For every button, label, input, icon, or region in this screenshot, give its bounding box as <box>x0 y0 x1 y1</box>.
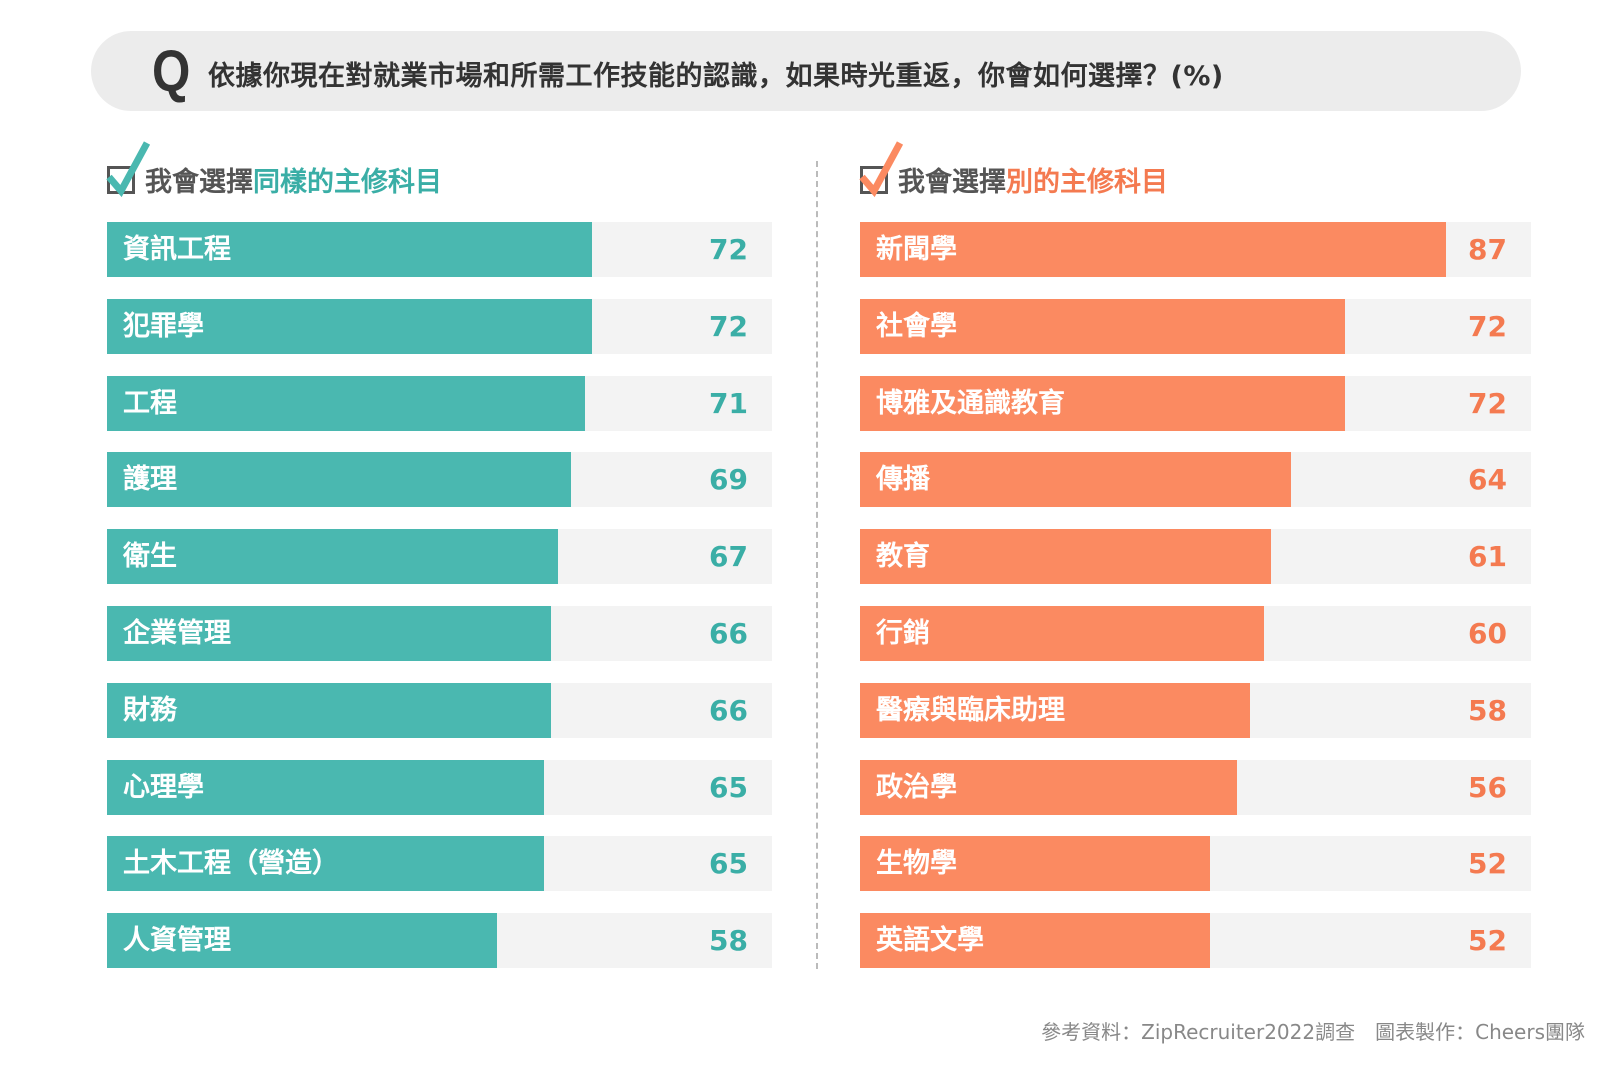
value-label: 87 <box>1468 233 1507 266</box>
value-label: 61 <box>1468 540 1507 574</box>
bar-track: 社會學 72 <box>860 298 1531 354</box>
bar-label: 人資管理 <box>123 925 231 957</box>
bar-label: 土木工程（營造） <box>123 848 339 880</box>
bar <box>860 759 1237 815</box>
bar-label: 生物學 <box>876 848 957 880</box>
bar-track: 土木工程（營造） 65 <box>107 836 772 892</box>
bar-track: 博雅及通識教育 72 <box>860 375 1531 431</box>
value-label: 66 <box>709 617 748 650</box>
bar <box>107 759 545 815</box>
bar <box>107 836 545 892</box>
bar-track: 新聞學 87 <box>860 222 1531 277</box>
bar-track: 生物學 52 <box>860 836 1531 892</box>
value-label: 56 <box>1468 770 1507 804</box>
bar-label: 犯罪學 <box>123 310 204 342</box>
bar-track: 英語文學 52 <box>860 913 1531 969</box>
value-label: 52 <box>1468 924 1507 958</box>
bar-label: 新聞學 <box>876 234 957 265</box>
bar <box>860 452 1291 508</box>
bar-track: 企業管理 66 <box>107 606 772 661</box>
bar <box>860 375 1345 431</box>
bar <box>860 606 1264 661</box>
bar-label: 心理學 <box>123 771 204 803</box>
right-heading: 我會選擇 別的主修科目 <box>859 140 1168 199</box>
bar-track: 護理 69 <box>107 452 772 508</box>
bar <box>860 913 1210 969</box>
value-label: 69 <box>709 463 748 497</box>
bar <box>107 529 558 585</box>
bar-label: 博雅及通識教育 <box>876 387 1065 419</box>
value-label: 72 <box>1468 386 1507 420</box>
bar <box>860 836 1210 892</box>
chart-title: 依據你現在對就業市場和所需工作技能的認識，如果時光重返，你會如何選擇？(%) <box>208 61 1224 92</box>
value-label: 72 <box>709 309 748 343</box>
value-label: 71 <box>709 386 748 420</box>
value-label: 64 <box>1468 463 1507 497</box>
bar-track: 政治學 56 <box>860 759 1531 815</box>
bar-label: 企業管理 <box>123 618 231 649</box>
bar <box>107 682 552 738</box>
bar-label: 醫療與臨床助理 <box>876 694 1065 726</box>
bar-label: 工程 <box>123 387 177 419</box>
value-label: 60 <box>1468 617 1507 650</box>
bar-label: 傳播 <box>876 464 930 496</box>
bar-label: 行銷 <box>876 618 930 649</box>
bar-label: 衛生 <box>123 541 177 573</box>
bar-track: 醫療與臨床助理 58 <box>860 682 1531 738</box>
bar-track: 工程 71 <box>107 375 772 431</box>
heading-highlight: 別的主修科目 <box>1006 167 1168 198</box>
bar-track: 傳播 64 <box>860 452 1531 508</box>
bar-label: 政治學 <box>876 771 957 803</box>
left-heading: 我會選擇 同樣的主修科目 <box>106 140 442 199</box>
value-label: 67 <box>709 540 748 574</box>
source-footer: 參考資料：ZipRecruiter2022調查 圖表製作：Cheers團隊 <box>1041 1020 1585 1044</box>
bar-track: 行銷 60 <box>860 606 1531 661</box>
bar <box>107 222 592 277</box>
bar-track: 衛生 67 <box>107 529 772 585</box>
bar <box>107 452 572 508</box>
heading-prefix: 我會選擇 <box>145 167 253 198</box>
bar-label: 資訊工程 <box>123 234 231 265</box>
question-banner <box>91 31 1521 111</box>
bar-track: 人資管理 58 <box>107 913 772 969</box>
bar <box>107 606 552 661</box>
value-label: 65 <box>709 847 748 881</box>
value-label: 66 <box>709 693 748 727</box>
bar <box>860 682 1251 738</box>
bar-label: 教育 <box>876 541 930 573</box>
value-label: 65 <box>709 770 748 804</box>
panel-divider <box>816 161 818 969</box>
bar-track: 犯罪學 72 <box>107 298 772 354</box>
q-mark: Q <box>152 39 191 104</box>
bar <box>860 222 1446 277</box>
checked-box-icon <box>106 140 151 197</box>
value-label: 72 <box>1468 309 1507 343</box>
bar-track: 資訊工程 72 <box>107 222 772 277</box>
bar <box>860 298 1345 354</box>
value-label: 58 <box>709 924 748 958</box>
bar <box>107 913 498 969</box>
value-label: 72 <box>709 233 748 266</box>
bar <box>107 298 592 354</box>
heading-prefix: 我會選擇 <box>898 167 1006 198</box>
bar-label: 財務 <box>123 694 177 726</box>
bar-label: 護理 <box>123 464 177 496</box>
bar <box>860 529 1271 585</box>
value-label: 58 <box>1468 693 1507 727</box>
bar-label: 英語文學 <box>876 925 984 957</box>
checked-box-icon <box>859 140 904 197</box>
heading-highlight: 同樣的主修科目 <box>253 167 442 198</box>
bar-track: 心理學 65 <box>107 759 772 815</box>
bar-track: 財務 66 <box>107 682 772 738</box>
bar-label: 社會學 <box>876 310 957 342</box>
bar-track: 教育 61 <box>860 529 1531 585</box>
bar <box>107 375 585 431</box>
value-label: 52 <box>1468 847 1507 881</box>
